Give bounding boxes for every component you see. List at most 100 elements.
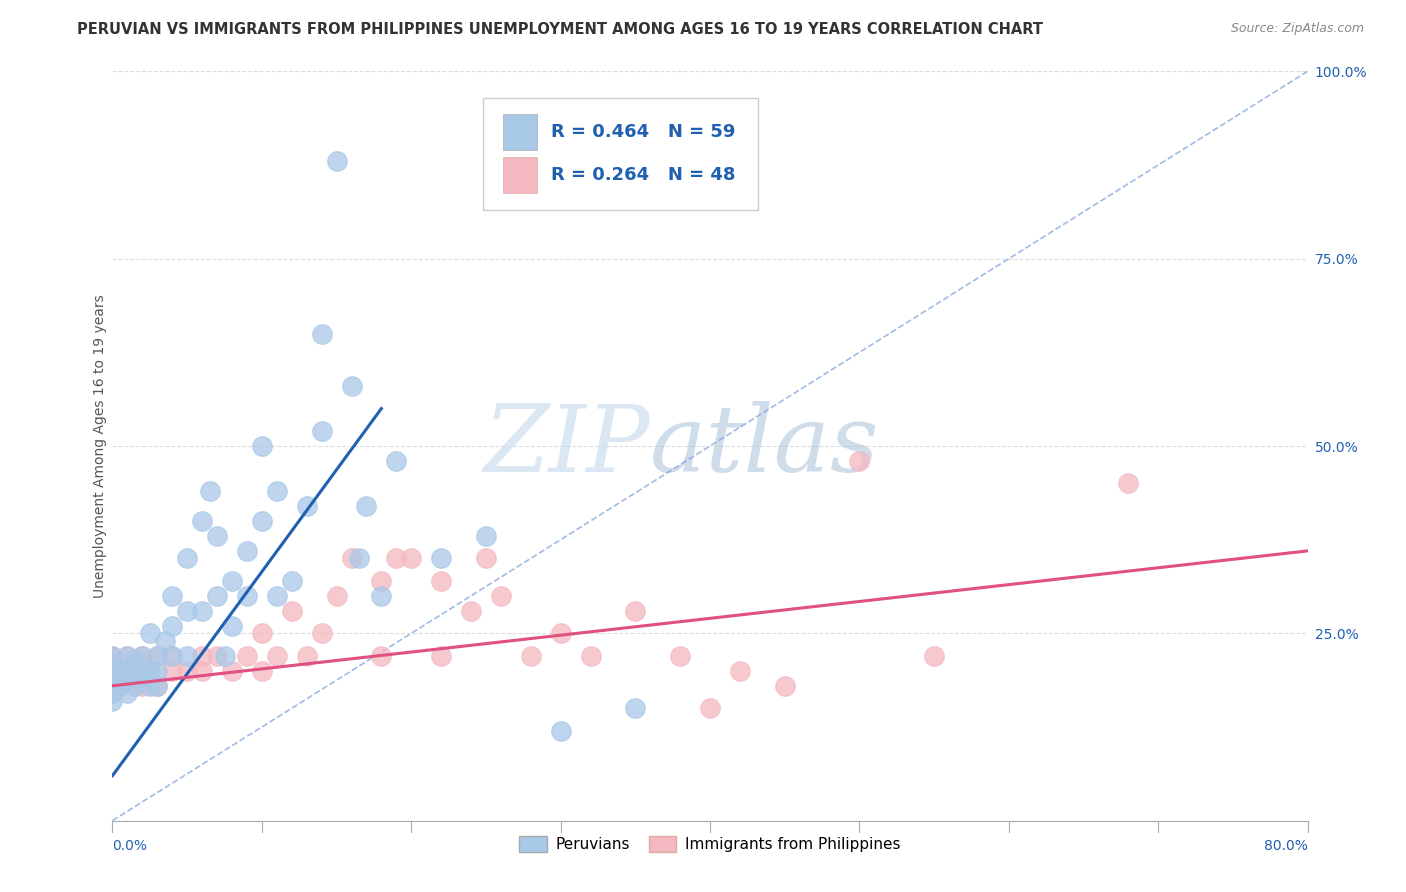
Point <box>221 664 243 678</box>
Point <box>236 589 259 603</box>
Point <box>430 574 453 588</box>
Point <box>624 701 647 715</box>
Point <box>669 648 692 663</box>
Point <box>108 679 131 693</box>
Point <box>162 664 183 678</box>
Text: R = 0.464   N = 59: R = 0.464 N = 59 <box>551 123 735 141</box>
Point <box>489 589 512 603</box>
Point <box>117 648 139 663</box>
Point <box>191 648 214 663</box>
Point <box>250 626 273 640</box>
Point <box>108 664 131 678</box>
Point <box>250 514 273 528</box>
Point <box>117 686 139 700</box>
Point <box>101 679 124 693</box>
Point <box>117 664 139 678</box>
Point <box>475 529 498 543</box>
Point <box>370 589 392 603</box>
Point <box>139 664 162 678</box>
Point <box>520 648 543 663</box>
Point <box>281 604 304 618</box>
Text: PERUVIAN VS IMMIGRANTS FROM PHILIPPINES UNEMPLOYMENT AMONG AGES 16 TO 19 YEARS C: PERUVIAN VS IMMIGRANTS FROM PHILIPPINES … <box>77 22 1043 37</box>
Point <box>385 551 408 566</box>
Point <box>266 483 288 498</box>
Point <box>101 679 124 693</box>
Point <box>311 326 333 341</box>
Text: atlas: atlas <box>651 401 880 491</box>
Point <box>325 154 347 169</box>
Point <box>205 589 228 603</box>
Point <box>922 648 945 663</box>
Point <box>699 701 721 715</box>
Point <box>191 604 214 618</box>
Point <box>550 626 572 640</box>
Point <box>325 589 347 603</box>
Point <box>340 379 363 393</box>
Point <box>370 648 392 663</box>
Point <box>108 679 131 693</box>
Point <box>101 671 124 685</box>
Point <box>131 648 153 663</box>
Point <box>131 671 153 685</box>
Point <box>266 589 288 603</box>
Point <box>117 671 139 685</box>
Point <box>162 648 183 663</box>
Point <box>146 664 169 678</box>
Point <box>117 664 139 678</box>
Point <box>401 551 423 566</box>
Point <box>146 648 169 663</box>
Point <box>162 648 183 663</box>
Text: ZIP: ZIP <box>484 401 651 491</box>
Point <box>1118 476 1140 491</box>
FancyBboxPatch shape <box>503 157 537 193</box>
Point <box>101 686 124 700</box>
Point <box>124 679 146 693</box>
Point <box>347 551 370 566</box>
Point <box>176 604 198 618</box>
Point <box>773 679 796 693</box>
Point <box>236 648 259 663</box>
Point <box>162 589 183 603</box>
Point <box>139 626 162 640</box>
Point <box>139 679 162 693</box>
Point <box>340 551 363 566</box>
Point <box>176 648 198 663</box>
Point <box>101 694 124 708</box>
Point <box>728 664 751 678</box>
Point <box>221 574 243 588</box>
Point <box>146 648 169 663</box>
Point <box>221 619 243 633</box>
Point <box>101 648 124 663</box>
Point <box>146 679 169 693</box>
Point <box>460 604 482 618</box>
FancyBboxPatch shape <box>503 114 537 150</box>
Point <box>153 633 176 648</box>
Legend: Peruvians, Immigrants from Philippines: Peruvians, Immigrants from Philippines <box>513 830 907 858</box>
Point <box>162 619 183 633</box>
Point <box>266 648 288 663</box>
Point <box>250 439 273 453</box>
Point <box>176 664 198 678</box>
Point <box>139 664 162 678</box>
Point <box>236 544 259 558</box>
Point <box>624 604 647 618</box>
Point <box>205 648 228 663</box>
Point <box>124 664 146 678</box>
Text: Source: ZipAtlas.com: Source: ZipAtlas.com <box>1230 22 1364 36</box>
Point <box>191 514 214 528</box>
Point <box>250 664 273 678</box>
Text: R = 0.264   N = 48: R = 0.264 N = 48 <box>551 166 735 184</box>
Point <box>131 648 153 663</box>
Point <box>295 499 318 513</box>
Y-axis label: Unemployment Among Ages 16 to 19 years: Unemployment Among Ages 16 to 19 years <box>93 294 107 598</box>
Point <box>214 648 236 663</box>
Point <box>385 454 408 468</box>
Point <box>131 679 153 693</box>
Point <box>311 626 333 640</box>
Text: 80.0%: 80.0% <box>1264 839 1308 854</box>
Point <box>117 648 139 663</box>
Point <box>848 454 870 468</box>
Point <box>295 648 318 663</box>
Point <box>430 648 453 663</box>
Point <box>205 529 228 543</box>
